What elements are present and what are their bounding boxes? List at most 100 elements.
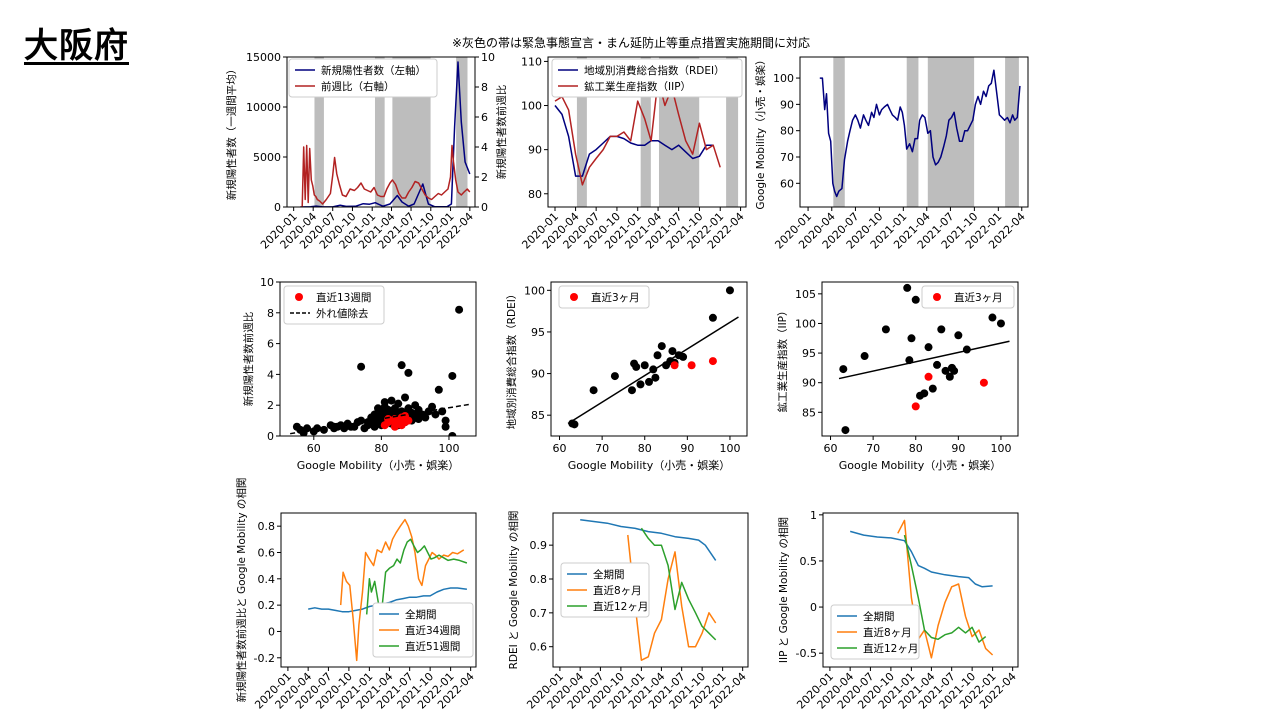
- series-group: [290, 305, 470, 436]
- x-tick-label: 70: [595, 442, 609, 455]
- scatter-point: [390, 422, 399, 431]
- y-axis-label: Google Mobility（小売・娯楽）: [754, 54, 767, 209]
- scatter-point: [434, 385, 443, 394]
- legend-box: [283, 285, 385, 325]
- legend: 直近3ヶ月: [921, 285, 1015, 309]
- scatter-point: [996, 319, 1005, 328]
- scatter-point: [455, 305, 464, 314]
- y-tick-label: 0.5: [800, 555, 818, 568]
- series-line: [903, 534, 987, 643]
- legend-label: 直近8ヶ月: [863, 626, 912, 639]
- scatter-point: [979, 378, 988, 387]
- plot-frame: [799, 56, 1029, 208]
- scatter-point: [319, 425, 328, 434]
- chart-rdei_iip: 80901001102020-012020-042020-072020-1020…: [519, 55, 746, 251]
- x-tick-label: 80: [909, 442, 923, 455]
- series-line: [640, 527, 717, 641]
- x-tick-label: 80: [374, 442, 388, 455]
- y-tick-label: 1: [810, 509, 817, 522]
- x-tick-label: 100: [438, 442, 459, 455]
- legend-label: 直近8ヶ月: [593, 584, 642, 597]
- trend-line: [567, 316, 739, 425]
- scatter-point: [907, 334, 916, 343]
- y2-tick-label: 4: [481, 141, 488, 154]
- y-axis-label: 新規陽性者数（一週間平均）: [225, 64, 238, 201]
- scatter-point: [387, 396, 396, 405]
- legend-label: 新規陽性者数（左軸）: [321, 64, 426, 77]
- y-tick-label: 8: [267, 307, 274, 320]
- scatter-point: [670, 361, 679, 370]
- scatter-point: [928, 384, 937, 393]
- x-tick-label: 90: [951, 442, 965, 455]
- series-line: [850, 530, 993, 588]
- legend-label: 全期間: [863, 610, 895, 623]
- y-tick-label: -0.2: [254, 652, 275, 665]
- trend-line: [838, 340, 1010, 380]
- y-tick-label: 15000: [246, 51, 281, 64]
- series-group: [300, 61, 471, 207]
- y-axis-label: 新規陽性者数前週比と Google Mobility の相関: [235, 478, 248, 703]
- legend-box: [558, 285, 650, 309]
- plot-frame: [286, 56, 476, 208]
- shading-band: [314, 57, 324, 207]
- y2-tick-label: 6: [481, 111, 488, 124]
- x-tick-label: 60: [824, 442, 838, 455]
- scatter-point: [725, 286, 734, 295]
- legend-label: 直近12ヶ月: [863, 642, 918, 655]
- y-tick-label: 0.8: [530, 573, 548, 586]
- y-tick-label: 105: [795, 288, 816, 301]
- series-line: [580, 519, 717, 561]
- scatter-point: [945, 372, 954, 381]
- y-tick-label: 90: [531, 368, 545, 381]
- series-line: [819, 69, 1021, 198]
- shading-band: [726, 57, 739, 207]
- y-tick-label: 90: [780, 98, 794, 111]
- scatter-point: [708, 313, 717, 322]
- y-tick-label: 6: [267, 338, 274, 351]
- scatter-point: [860, 352, 869, 361]
- y2-tick-label: 0: [481, 201, 488, 214]
- scatter-point: [911, 295, 920, 304]
- legend-marker: [933, 293, 941, 301]
- y-tick-label: 100: [524, 284, 545, 297]
- y-tick-label: 0.8: [258, 520, 276, 533]
- y-tick-label: 70: [780, 151, 794, 164]
- scatter-point: [841, 426, 850, 435]
- trend-line: [290, 403, 470, 435]
- scatter-point: [708, 357, 717, 366]
- chart-mobility: 607080901002020-012020-042020-072020-102…: [754, 54, 1029, 252]
- chart-corr_rdei: 0.60.70.80.92020-012020-042020-072020-10…: [507, 511, 749, 712]
- scatter-point: [933, 360, 942, 369]
- x-axis-label: Google Mobility（小売・娯楽）: [297, 458, 459, 472]
- scatter-point: [380, 398, 389, 407]
- series-line: [554, 105, 714, 177]
- scatter-point: [988, 313, 997, 322]
- x-tick-label: 100: [719, 442, 740, 455]
- chart-scatter_cases: 0 2 4 6 8 10 60 80 100 Google Mobility（小売・娯楽） 新規陽性…: [242, 276, 477, 472]
- scatter-point: [313, 424, 322, 433]
- y-axis-label: IIP と Google Mobility の相関: [777, 517, 790, 663]
- scatter-point: [653, 351, 662, 360]
- shading-band: [640, 57, 651, 207]
- x-tick-label: 70: [866, 442, 880, 455]
- y-tick-label: 95: [531, 326, 545, 339]
- legend-label: 全期間: [405, 608, 437, 621]
- scatter-point: [941, 366, 950, 375]
- shading-note: ※灰色の帯は緊急事態宣言・まん延防止等重点措置実施期間に対応: [452, 36, 811, 50]
- scatter-point: [589, 386, 598, 395]
- shading-band: [906, 57, 919, 207]
- y2-tick-label: 2: [481, 171, 488, 184]
- legend-box: [288, 58, 438, 98]
- chart-corr_iip: -0.500.512020-012020-042020-072020-10202…: [777, 509, 1019, 712]
- chart-scatter_rdei: 85 90 95 100 60 70 80 90 100 Google Mobility（小売・娯…: [505, 281, 748, 472]
- y-axis-label: RDEI と Google Mobility の相関: [507, 511, 520, 670]
- scatter-point: [645, 377, 653, 386]
- scatter-point: [920, 389, 929, 398]
- y-axis-label: 地域別消費総合指数（RDEI）: [505, 289, 518, 430]
- y-tick-label: 90: [802, 377, 816, 390]
- legend-marker: [570, 293, 578, 301]
- x-tick-label: 100: [990, 442, 1011, 455]
